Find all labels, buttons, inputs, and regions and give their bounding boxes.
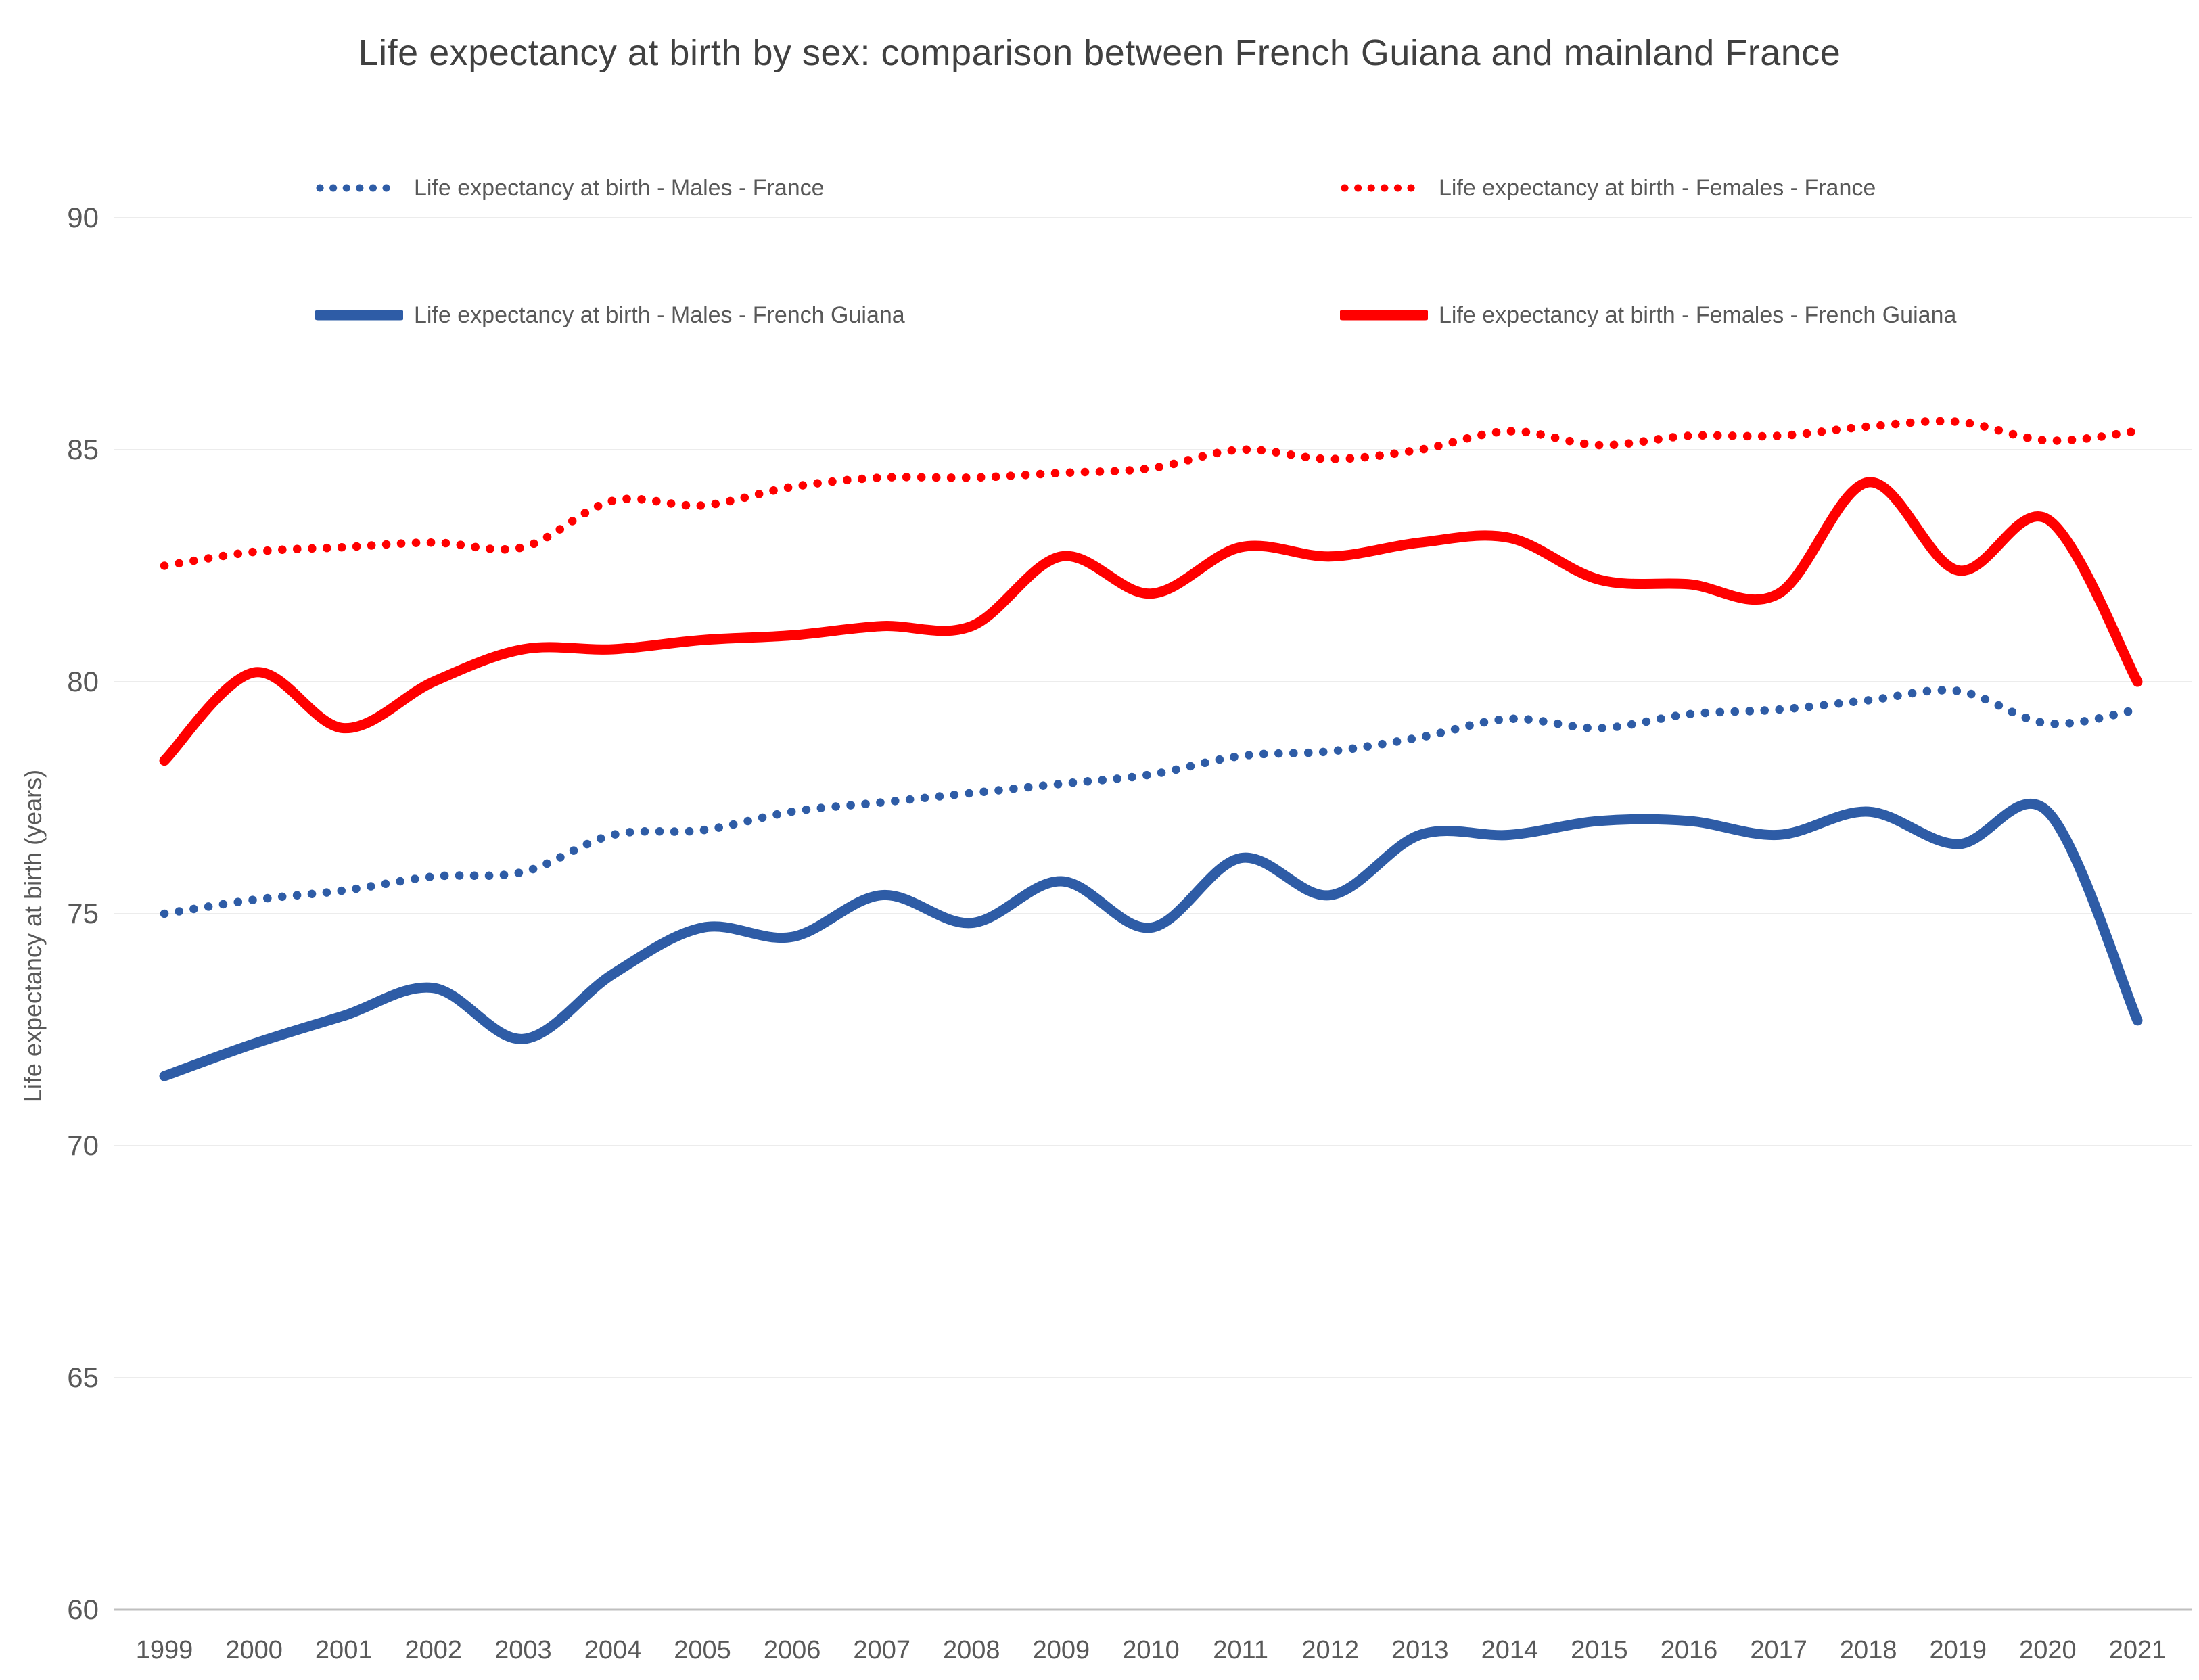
series-lines — [159, 417, 2143, 1081]
legend-sample-dotted-red — [1341, 184, 1427, 192]
gridlines — [114, 217, 2192, 1611]
x-axis-labels: 1999 2000 2001 2002 2003 2004 2005 2006 2007 2008… — [136, 1636, 2167, 1664]
x-tick-label: 2020 — [2019, 1636, 2077, 1664]
x-tick-label: 2019 — [1930, 1636, 1987, 1664]
x-tick-label: 2006 — [764, 1636, 821, 1664]
legend-label: Life expectancy at birth - Females - Fra… — [1439, 174, 1876, 201]
x-tick-label: 2014 — [1481, 1636, 1539, 1664]
legend-item-males-france: Life expectancy at birth - Males - Franc… — [315, 173, 825, 203]
series-line-life-expectancy-at-birth-females-french-guiana — [159, 477, 2143, 766]
chart-title: Life expectancy at birth by sex: compari… — [358, 32, 1841, 73]
y-tick-label: 90 — [67, 202, 99, 233]
x-tick-label: 2010 — [1122, 1636, 1180, 1664]
y-axis-labels: 60 65 70 75 80 85 90 — [67, 202, 99, 1625]
x-tick-label: 2012 — [1301, 1636, 1359, 1664]
y-tick-label: 65 — [67, 1361, 99, 1393]
series-line-life-expectancy-at-birth-males-france — [160, 686, 2142, 918]
x-tick-label: 2013 — [1391, 1636, 1449, 1664]
x-tick-label: 2009 — [1033, 1636, 1090, 1664]
series-line-life-expectancy-at-birth-males-french-guiana — [159, 798, 2143, 1081]
x-tick-label: 2007 — [853, 1636, 910, 1664]
legend-sample-solid-red — [1340, 310, 1428, 321]
y-axis-title: Life expectancy at birth (years) — [19, 769, 47, 1103]
legend-label: Life expectancy at birth - Females - Fre… — [1439, 302, 1957, 328]
x-tick-label: 2001 — [315, 1636, 373, 1664]
legend-sample-dotted-blue — [316, 184, 402, 192]
legend-item-females-france: Life expectancy at birth - Females - Fra… — [1340, 173, 1876, 203]
y-tick-label: 75 — [67, 897, 99, 929]
x-tick-label: 2002 — [405, 1636, 463, 1664]
legend-sample-solid-blue — [315, 310, 403, 321]
y-tick-label: 85 — [67, 434, 99, 465]
x-tick-label: 2005 — [674, 1636, 731, 1664]
x-tick-label: 2004 — [584, 1636, 642, 1664]
x-tick-label: 1999 — [136, 1636, 193, 1664]
x-tick-label: 2011 — [1213, 1636, 1268, 1664]
x-tick-label: 2021 — [2109, 1636, 2167, 1664]
y-tick-label: 70 — [67, 1129, 99, 1161]
x-tick-label: 2008 — [943, 1636, 1000, 1664]
legend-label: Life expectancy at birth - Males - Frenc… — [414, 302, 905, 328]
x-tick-label: 2000 — [225, 1636, 283, 1664]
x-tick-label: 2017 — [1750, 1636, 1807, 1664]
series-line-life-expectancy-at-birth-females-france — [160, 417, 2142, 570]
y-tick-label: 60 — [67, 1593, 99, 1625]
legend-item-females-french-guiana: Life expectancy at birth - Females - Fre… — [1340, 300, 1956, 330]
x-tick-label: 2003 — [494, 1636, 552, 1664]
x-tick-label: 2015 — [1571, 1636, 1628, 1664]
legend-item-males-french-guiana: Life expectancy at birth - Males - Frenc… — [315, 300, 905, 330]
x-tick-label: 2016 — [1661, 1636, 1718, 1664]
y-tick-label: 80 — [67, 666, 99, 697]
x-tick-label: 2018 — [1840, 1636, 1897, 1664]
legend-label: Life expectancy at birth - Males - Franc… — [414, 174, 825, 201]
